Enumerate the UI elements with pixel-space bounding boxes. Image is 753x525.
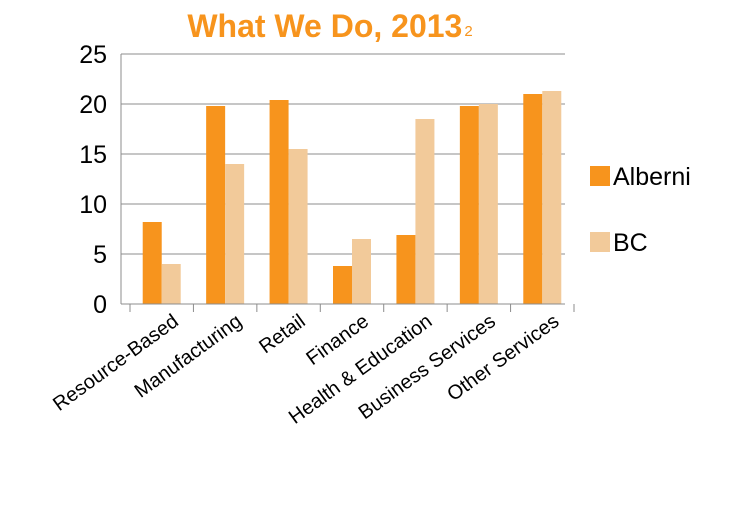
- bar-bc-6: [542, 91, 562, 304]
- chart-title: What We Do, 2013 2: [187, 8, 472, 44]
- bar-alberni-6: [523, 94, 543, 304]
- y-tick-label: 0: [93, 291, 107, 319]
- bar-alberni-1: [206, 106, 226, 304]
- bars: [142, 91, 562, 304]
- legend-swatch-bc: [590, 232, 610, 252]
- bar-bc-2: [288, 149, 308, 304]
- bar-bc-5: [478, 104, 498, 304]
- x-tick-label: Retail: [255, 310, 309, 358]
- bar-alberni-3: [333, 266, 352, 304]
- bar-bc-3: [352, 239, 371, 304]
- bar-bc-4: [415, 119, 435, 304]
- legend-label-alberni: Alberni: [613, 163, 691, 191]
- bar-bc-1: [225, 164, 245, 304]
- legend: Alberni BC: [590, 163, 691, 257]
- y-tick-label: 5: [93, 241, 107, 269]
- x-tick-label: Other Services: [443, 310, 563, 406]
- legend-label-bc: BC: [613, 229, 648, 257]
- y-tick-label: 15: [79, 141, 107, 169]
- gridlines: [121, 53, 565, 255]
- y-tick-label: 10: [79, 191, 107, 219]
- bar-alberni-5: [459, 106, 479, 304]
- y-tick-label: 20: [79, 91, 107, 119]
- bar-alberni-0: [142, 222, 162, 304]
- x-tick-label: Manufacturing: [131, 310, 246, 402]
- bar-bc-0: [161, 264, 181, 304]
- legend-swatch-alberni: [590, 166, 610, 186]
- bar-alberni-4: [396, 235, 416, 304]
- bar-alberni-2: [269, 100, 289, 304]
- y-tick-label: 25: [79, 41, 107, 69]
